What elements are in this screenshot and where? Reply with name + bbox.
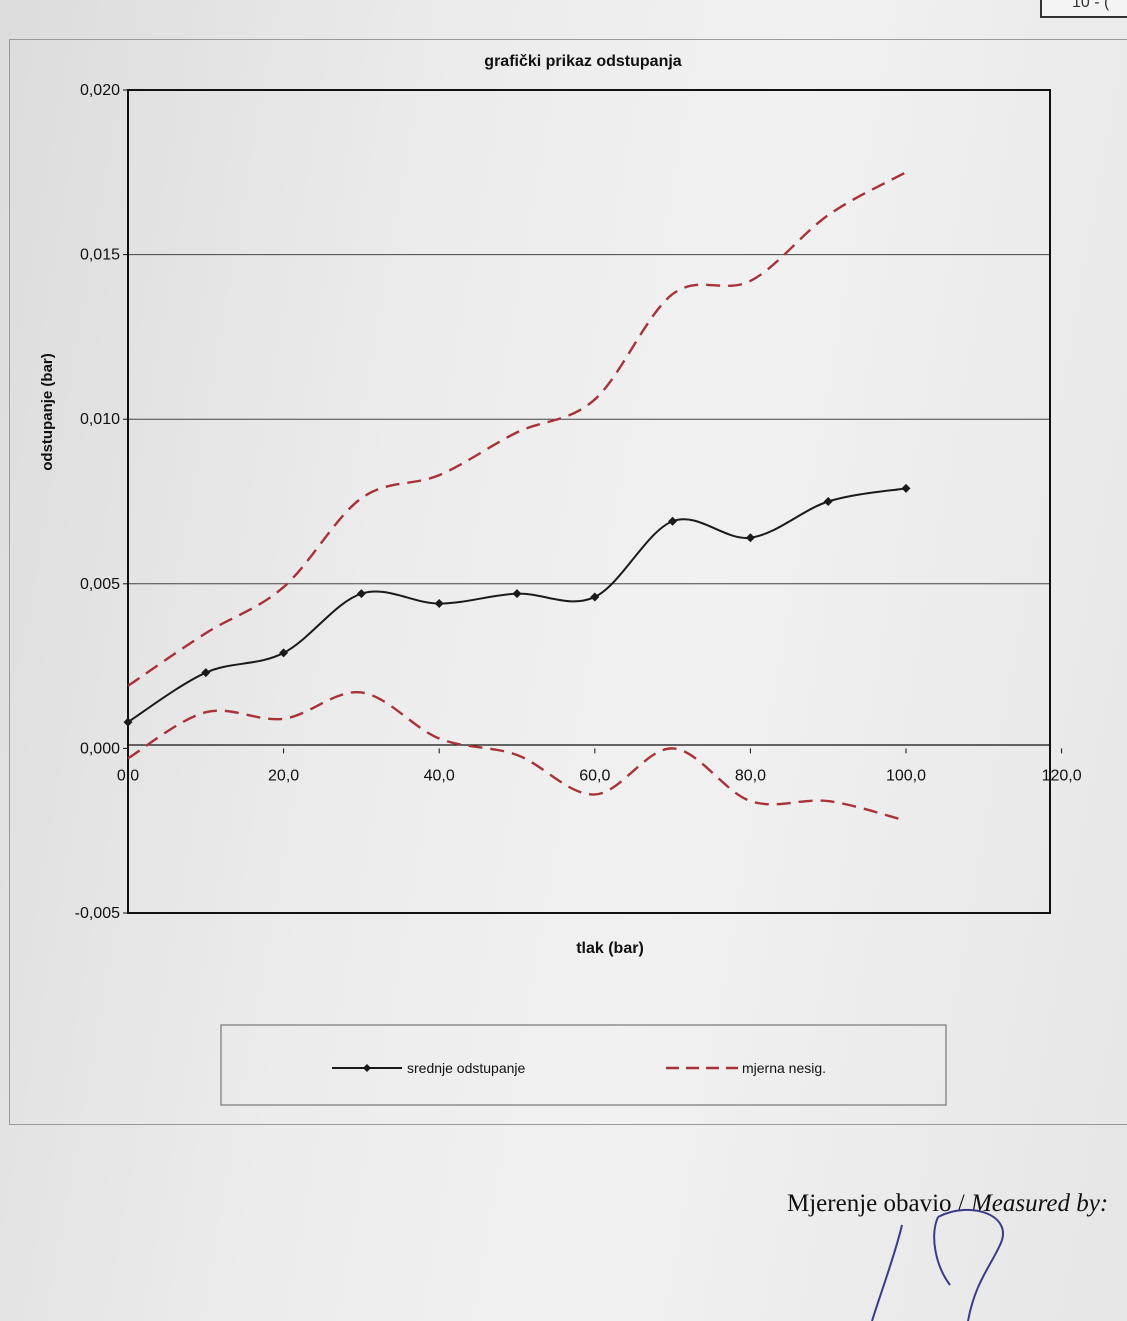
uncertainty-line: [127, 171, 907, 687]
legend-box: [220, 1024, 947, 1106]
y-axis-label: odstupanje (bar): [39, 353, 56, 471]
data-point-marker: [512, 589, 522, 599]
data-point-marker: [123, 717, 133, 727]
data-point-marker: [434, 599, 444, 609]
uncertainty-line: [127, 691, 907, 822]
data-point-marker: [901, 483, 911, 493]
x-tick-label: 120,0: [1042, 767, 1082, 784]
chart-frame: [9, 39, 1127, 1125]
legend-uncertainty-label: mjerna nesig.: [742, 1060, 826, 1076]
handwritten-signature: [871, 1208, 1004, 1321]
data-point-marker: [668, 516, 678, 526]
legend-mean-marker: [363, 1064, 371, 1072]
y-tick-label: 0,020: [80, 82, 120, 99]
measured-by-label-en: Measured by:: [970, 1190, 1109, 1217]
x-tick-labels: 0,0 20,0 40,0 60,0 80,0 100,0 120,0: [117, 748, 1082, 784]
series-layer: [123, 171, 911, 822]
legend-item-uncertainty: mjerna nesig.: [666, 1060, 826, 1076]
y-tick-label: 0,005: [80, 576, 120, 593]
y-tick-labels: 0,020 0,015 0,010 0,005 0,000 -0,005: [75, 82, 128, 922]
y-tick-label: 0,000: [80, 740, 120, 757]
mean-deviation-line: [127, 487, 907, 723]
measured-by-label-hr: Mjerenje obavio /: [787, 1190, 971, 1217]
data-point-marker: [823, 497, 833, 506]
legend-item-mean: srednje odstupanje: [332, 1060, 526, 1076]
page-number-label: 10 - (: [1072, 0, 1110, 11]
plot-area: [127, 89, 1051, 914]
signature-stroke: [871, 1208, 1004, 1321]
x-tick-label: 60,0: [579, 767, 610, 784]
y-tick-label: 0,010: [80, 411, 120, 428]
x-tick-label: 80,0: [735, 767, 766, 784]
y-tick-label: -0,005: [75, 905, 120, 922]
grid-lines: [128, 254, 1050, 585]
page-number-box: [1040, 0, 1127, 18]
measured-by-label: Mjerenje obavio / Measured by:: [787, 1190, 1108, 1218]
x-tick-label: 20,0: [268, 767, 299, 784]
data-point-marker: [201, 668, 211, 678]
x-tick-label: 100,0: [886, 767, 926, 784]
legend-mean-label: srednje odstupanje: [407, 1060, 526, 1076]
data-point-marker: [279, 648, 289, 658]
x-tick-label: 0,0: [117, 767, 139, 784]
data-point-marker: [590, 592, 600, 602]
data-point-marker: [356, 589, 366, 599]
y-tick-label: 0,015: [80, 247, 120, 264]
x-tick-label: 40,0: [424, 767, 455, 784]
chart-title: grafički prikaz odstupanja: [484, 53, 681, 70]
data-point-marker: [745, 533, 755, 543]
x-axis-label: tlak (bar): [576, 940, 644, 957]
